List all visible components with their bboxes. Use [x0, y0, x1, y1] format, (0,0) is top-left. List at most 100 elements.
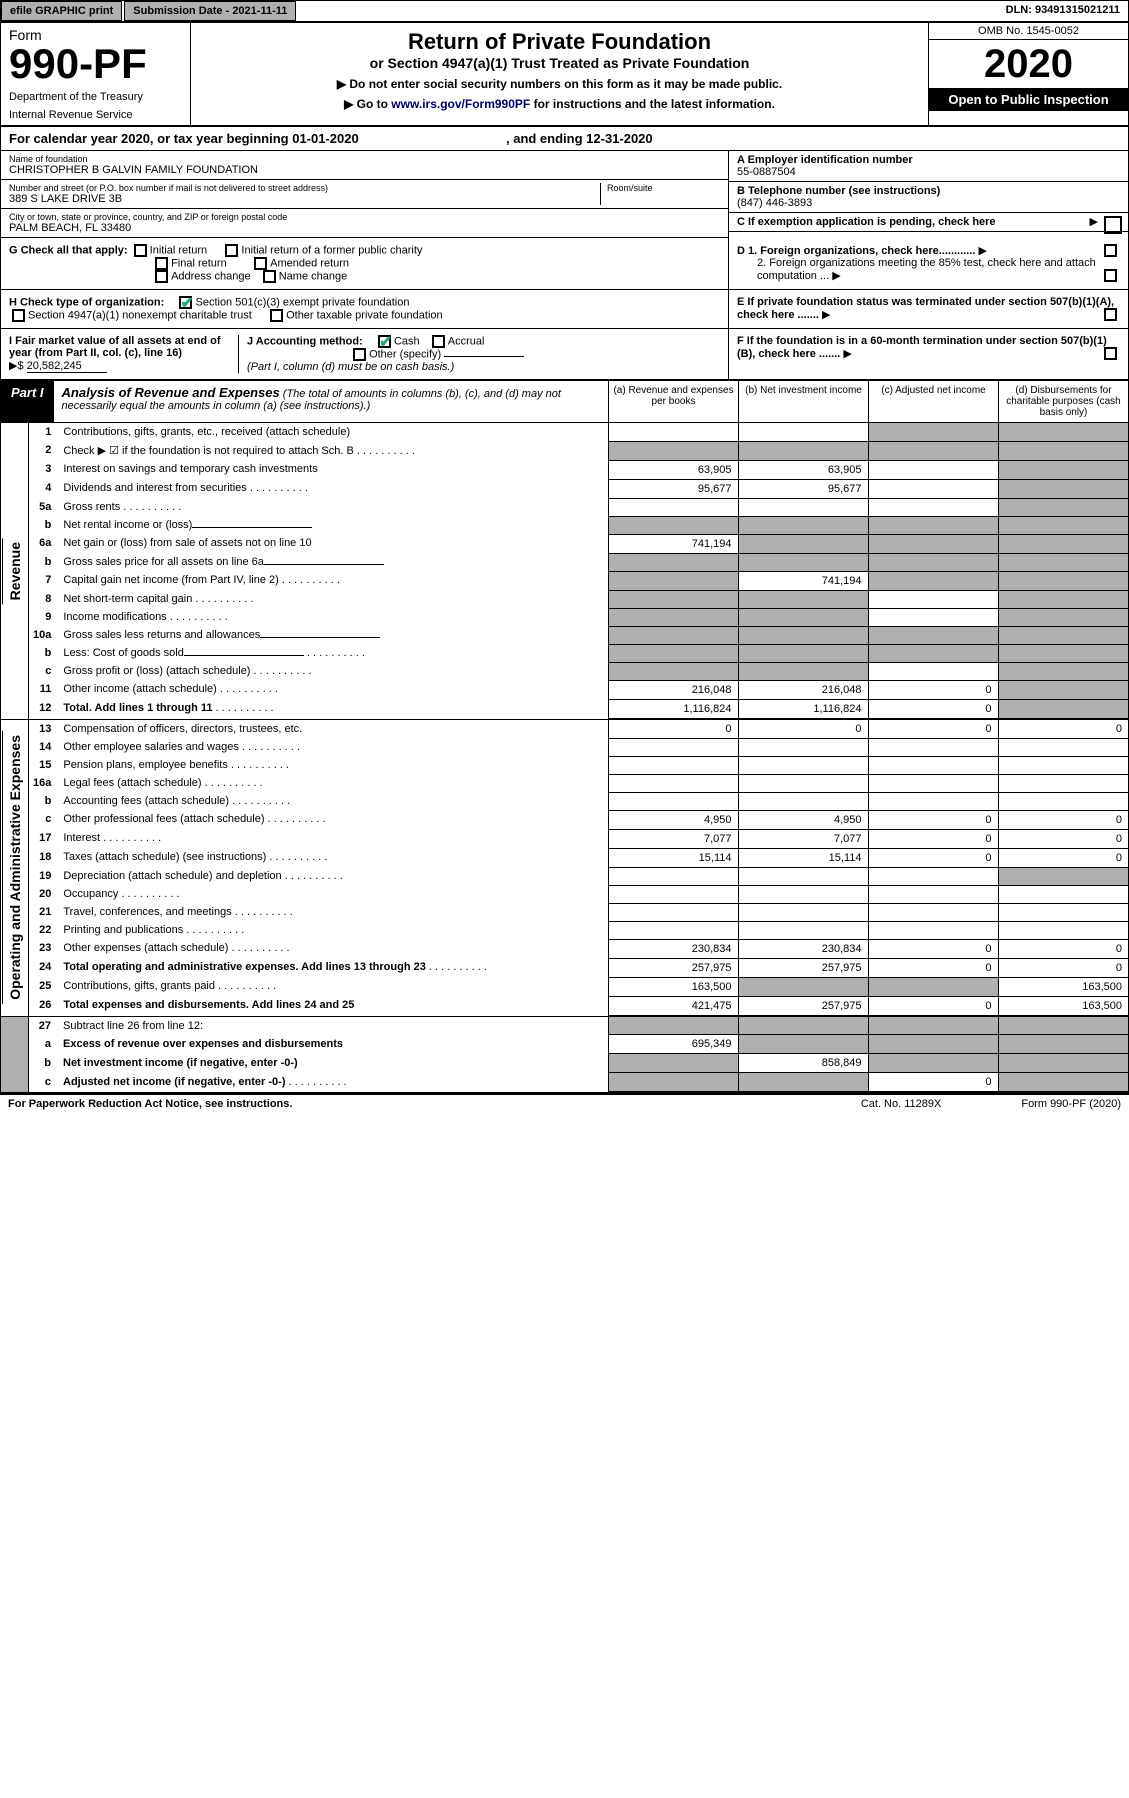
line-number: 12: [29, 699, 59, 718]
cell-shaded: [998, 608, 1128, 626]
line-text: Gross sales less returns and allowances: [59, 626, 608, 644]
line-number: b: [29, 644, 59, 662]
pending-checkbox[interactable]: [1104, 216, 1122, 234]
final-return-checkbox[interactable]: [155, 257, 168, 270]
cell-value: 163,500: [998, 996, 1128, 1015]
cell-value: [998, 885, 1128, 903]
cell-value: 63,905: [608, 460, 738, 479]
line-text: Other expenses (attach schedule): [59, 939, 608, 958]
h-check-row: H Check type of organization: Section 50…: [1, 290, 1128, 329]
line-number: 11: [29, 680, 59, 699]
cell-shaded: [738, 1017, 868, 1035]
name-change-checkbox[interactable]: [263, 270, 276, 283]
table-row: cAdjusted net income (if negative, enter…: [29, 1073, 1128, 1092]
line-text: Travel, conferences, and meetings: [59, 903, 608, 921]
line-number: 15: [29, 756, 59, 774]
form-container: efile GRAPHIC print Submission Date - 20…: [0, 0, 1129, 1093]
cell-value: 163,500: [608, 977, 738, 996]
accrual-checkbox[interactable]: [432, 335, 445, 348]
cell-shaded: [998, 479, 1128, 498]
d1-checkbox[interactable]: [1104, 244, 1117, 257]
cell-value: 95,677: [738, 479, 868, 498]
4947-checkbox[interactable]: [12, 309, 25, 322]
cell-shaded: [998, 867, 1128, 885]
omb-number: OMB No. 1545-0052: [929, 23, 1128, 40]
cell-value: 15,114: [738, 848, 868, 867]
cell-shaded: [998, 534, 1128, 553]
cell-shaded: [998, 441, 1128, 460]
table-row: bGross sales price for all assets on lin…: [29, 553, 1128, 571]
table-row: 14Other employee salaries and wages: [29, 738, 1128, 756]
amended-return-checkbox[interactable]: [254, 257, 267, 270]
line-text: Accounting fees (attach schedule): [59, 792, 608, 810]
instructions-link[interactable]: www.irs.gov/Form990PF: [391, 97, 530, 111]
line-number: 3: [29, 460, 59, 479]
table-row: 7Capital gain net income (from Part IV, …: [29, 571, 1128, 590]
f-checkbox[interactable]: [1104, 347, 1117, 360]
cell-value: 7,077: [738, 829, 868, 848]
line-text: Adjusted net income (if negative, enter …: [59, 1073, 608, 1092]
ein: 55-0887504: [737, 166, 1120, 178]
instr-2: ▶ Go to www.irs.gov/Form990PF for instru…: [197, 97, 922, 111]
cell-shaded: [738, 662, 868, 680]
cell-shaded: [998, 423, 1128, 441]
table-row: 19Depreciation (attach schedule) and dep…: [29, 867, 1128, 885]
table-row: cGross profit or (loss) (attach schedule…: [29, 662, 1128, 680]
cash-checkbox[interactable]: [378, 335, 391, 348]
line-number: 18: [29, 848, 59, 867]
cell-shaded: [608, 626, 738, 644]
line-text: Legal fees (attach schedule): [59, 774, 608, 792]
fmv-value: 20,582,245: [27, 360, 107, 373]
d2-checkbox[interactable]: [1104, 269, 1117, 282]
501c3-checkbox[interactable]: [179, 296, 192, 309]
line-number: 4: [29, 479, 59, 498]
address-cell: Number and street (or P.O. box number if…: [1, 180, 728, 209]
cell-shaded: [738, 977, 868, 996]
address-change-checkbox[interactable]: [155, 270, 168, 283]
line-text: Income modifications: [59, 608, 608, 626]
cell-shaded: [738, 534, 868, 553]
line-number: 8: [29, 590, 59, 608]
line-text: Gross sales price for all assets on line…: [59, 553, 608, 571]
cell-value: 0: [868, 829, 998, 848]
table-row: 18Taxes (attach schedule) (see instructi…: [29, 848, 1128, 867]
line-text: Dividends and interest from securities: [59, 479, 608, 498]
cell-shaded: [868, 1017, 998, 1035]
cell-shaded: [998, 460, 1128, 479]
room-label: Room/suite: [607, 183, 720, 193]
e-checkbox[interactable]: [1104, 308, 1117, 321]
line-text: Pension plans, employee benefits: [59, 756, 608, 774]
cell-value: 4,950: [608, 810, 738, 829]
info-block: Name of foundation CHRISTOPHER B GALVIN …: [1, 151, 1128, 238]
initial-former-checkbox[interactable]: [225, 244, 238, 257]
line-text: Net investment income (if negative, ente…: [59, 1054, 608, 1073]
telephone-cell: B Telephone number (see instructions) (8…: [729, 182, 1128, 213]
cell-value: [998, 738, 1128, 756]
cell-shaded: [868, 441, 998, 460]
line-number: 26: [29, 996, 59, 1015]
cell-value: 0: [868, 810, 998, 829]
cell-value: [868, 792, 998, 810]
table-row: bNet rental income or (loss): [29, 516, 1128, 534]
other-method-checkbox[interactable]: [353, 348, 366, 361]
expenses-table: 13Compensation of officers, directors, t…: [29, 720, 1128, 1016]
cell-shaded: [608, 553, 738, 571]
pending-cell: C If exemption application is pending, c…: [729, 213, 1128, 232]
revenue-section: Revenue 1Contributions, gifts, grants, e…: [1, 423, 1128, 719]
cell-shaded: [868, 644, 998, 662]
line-text: Other professional fees (attach schedule…: [59, 810, 608, 829]
part1-header: Part I Analysis of Revenue and Expenses …: [1, 379, 1128, 423]
form-title-block: Return of Private Foundation or Section …: [191, 23, 928, 125]
cell-value: 1,116,824: [608, 699, 738, 718]
cell-shaded: [998, 644, 1128, 662]
other-taxable-checkbox[interactable]: [270, 309, 283, 322]
line-text: Other employee salaries and wages: [59, 738, 608, 756]
open-inspection: Open to Public Inspection: [929, 88, 1128, 111]
revenue-side-label: Revenue: [2, 538, 27, 604]
cell-shaded: [998, 1017, 1128, 1035]
cell-value: 257,975: [738, 996, 868, 1015]
initial-return-checkbox[interactable]: [134, 244, 147, 257]
line-text: Excess of revenue over expenses and disb…: [59, 1035, 608, 1054]
cell-shaded: [998, 553, 1128, 571]
cell-shaded: [738, 608, 868, 626]
